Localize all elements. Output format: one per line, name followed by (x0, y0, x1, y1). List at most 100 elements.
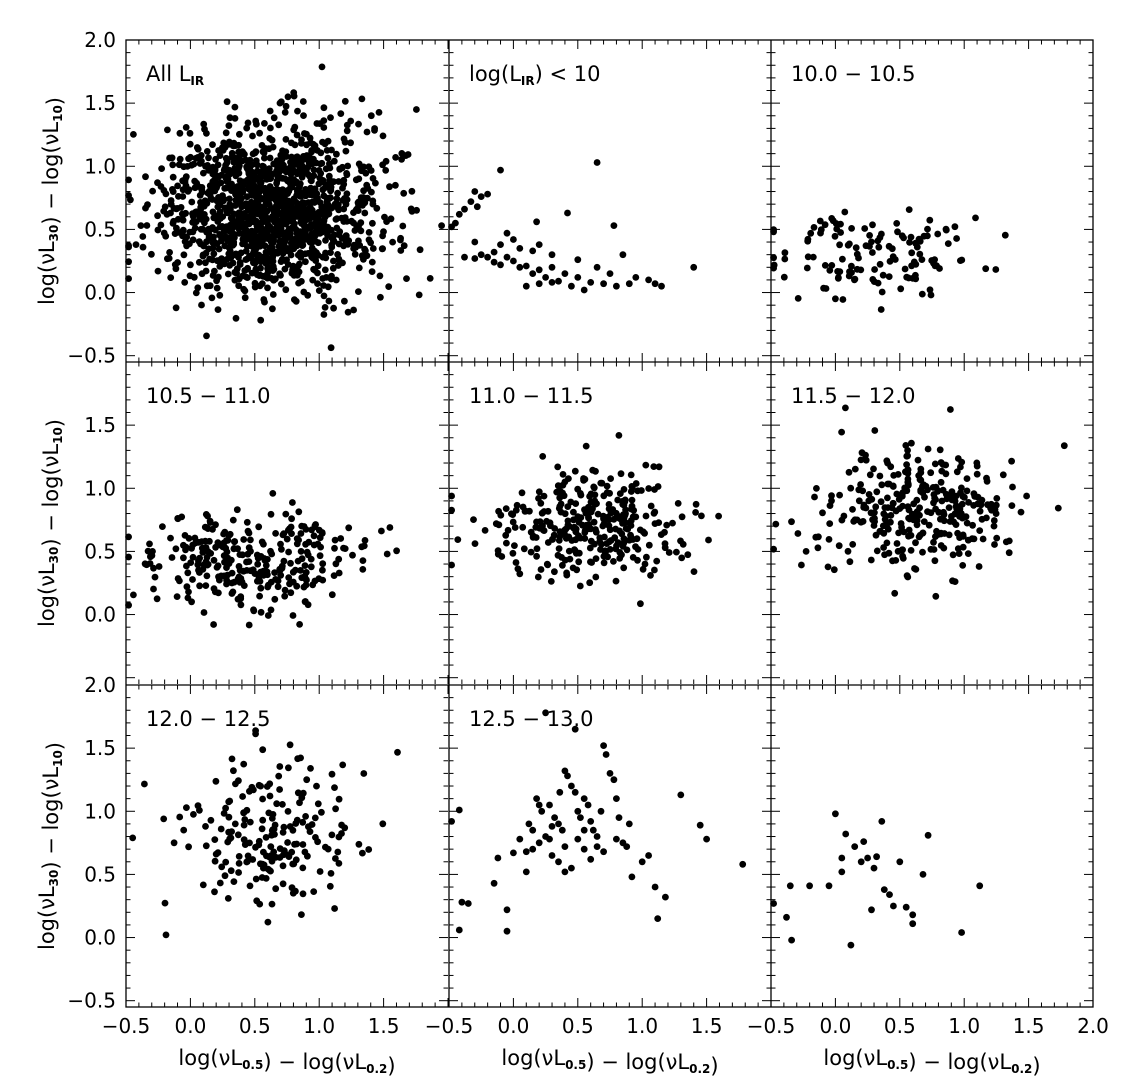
scatter-point (264, 612, 272, 619)
scatter-point (312, 228, 319, 236)
scatter-point (555, 858, 562, 866)
scatter-point (260, 861, 268, 869)
scatter-point (247, 536, 254, 544)
scatter-point (586, 579, 594, 587)
scatter-point (593, 159, 601, 166)
scatter-point (490, 879, 498, 887)
scatter-point (587, 498, 595, 506)
scatter-point (650, 463, 658, 470)
scatter-point (770, 228, 777, 236)
scatter-point (847, 941, 855, 949)
panel-4-points (125, 490, 400, 629)
scatter-point (267, 852, 275, 859)
scatter-point (137, 222, 145, 230)
scatter-point (344, 308, 352, 316)
scatter-point (956, 511, 963, 519)
scatter-point (327, 114, 334, 121)
scatter-point (252, 727, 259, 734)
scatter-point (317, 178, 324, 186)
scatter-point (674, 500, 682, 507)
scatter-point (194, 145, 202, 153)
scatter-point (426, 275, 434, 282)
scatter-point (310, 888, 318, 895)
scatter-point (954, 529, 961, 537)
scatter-point (227, 556, 235, 564)
scatter-point (330, 157, 338, 165)
scatter-point (235, 275, 243, 283)
scatter-point (510, 849, 517, 857)
scatter-point (870, 864, 878, 872)
scatter-point (490, 258, 498, 266)
scatter-point (620, 564, 628, 572)
scatter-point (554, 463, 562, 471)
scatter-point (360, 187, 367, 195)
scatter-point (503, 927, 511, 935)
scatter-point (355, 223, 362, 231)
scatter-point (571, 547, 579, 555)
scatter-point (527, 548, 535, 556)
scatter-point (877, 528, 884, 535)
y-tick-label: 1.5 (84, 413, 116, 437)
scatter-point (302, 192, 310, 200)
scatter-point (235, 869, 243, 876)
scatter-point (206, 537, 213, 545)
scatter-point (318, 808, 325, 816)
scatter-point (328, 770, 336, 778)
scatter-point (296, 260, 303, 268)
scatter-point (167, 274, 175, 281)
scatter-point (272, 211, 280, 219)
scatter-point (811, 493, 818, 501)
scatter-point (948, 513, 955, 520)
scatter-point (298, 911, 305, 918)
scatter-point (154, 267, 162, 275)
scatter-point (300, 583, 308, 591)
scatter-point (249, 566, 257, 574)
scatter-point (885, 242, 893, 250)
scatter-point (905, 206, 913, 214)
scatter-point (845, 468, 853, 476)
scatter-point (677, 791, 685, 799)
scatter-point (899, 502, 906, 510)
scatter-point (209, 272, 217, 279)
scatter-point (308, 526, 315, 534)
scatter-point (602, 548, 609, 556)
scatter-point (587, 525, 595, 533)
scatter-point (899, 555, 907, 562)
scatter-point (641, 560, 649, 568)
scatter-point (910, 516, 917, 524)
y-tick-label: 2.0 (84, 28, 116, 52)
scatter-point (233, 506, 241, 514)
scatter-point (380, 228, 387, 236)
scatter-point (130, 131, 137, 138)
scatter-point (375, 109, 383, 116)
scatter-point (259, 746, 267, 754)
scatter-point (471, 188, 479, 195)
scatter-point (368, 258, 376, 266)
scatter-point (589, 826, 597, 834)
scatter-point (195, 209, 203, 217)
scatter-point (358, 95, 366, 103)
scatter-point (363, 128, 371, 136)
scatter-point (220, 139, 228, 147)
scatter-point (912, 539, 919, 547)
scatter-point (919, 548, 926, 556)
scatter-point (331, 784, 338, 791)
y-axis-title: log(νL30) − log(νL10) (35, 97, 67, 305)
scatter-point (248, 269, 256, 277)
scatter-point (292, 887, 299, 895)
scatter-point (645, 541, 653, 549)
scatter-point (529, 826, 537, 834)
scatter-point (214, 306, 222, 313)
scatter-point (324, 283, 332, 291)
scatter-point (240, 536, 248, 543)
scatter-point (557, 508, 565, 516)
scatter-point (282, 286, 290, 294)
scatter-point (355, 264, 363, 272)
scatter-point (236, 222, 244, 230)
scatter-point (470, 516, 477, 523)
scatter-point (592, 555, 600, 562)
scatter-point (650, 509, 658, 517)
y-tick-label: 2.0 (84, 673, 116, 697)
scatter-point (245, 529, 253, 537)
scatter-point (202, 162, 209, 170)
